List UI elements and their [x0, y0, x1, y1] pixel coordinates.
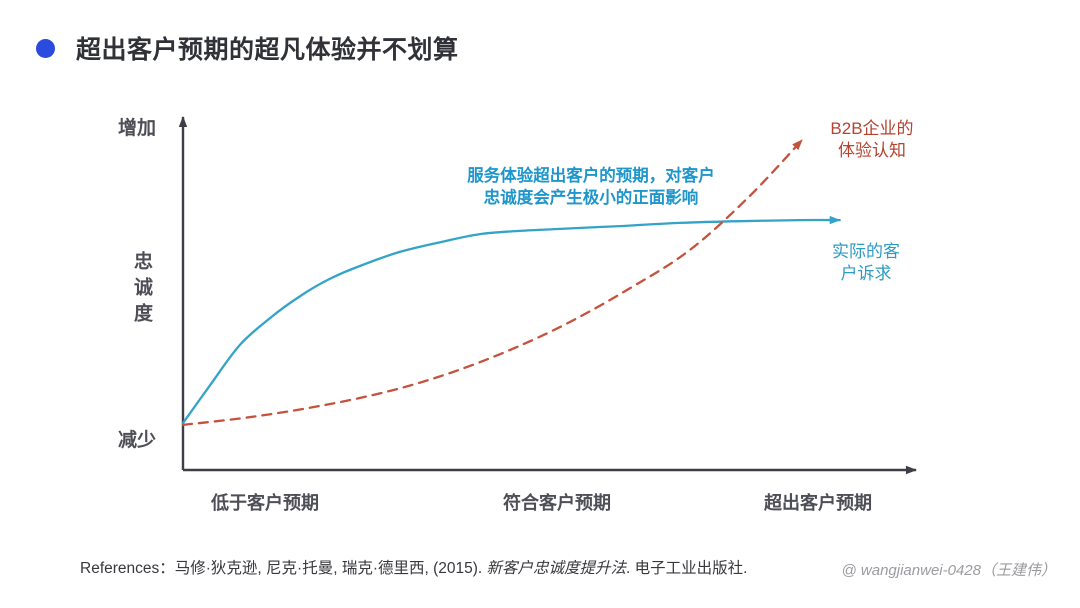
- series-label-actual: 实际的客 户诉求: [832, 242, 900, 284]
- series-line-actual-demand: [181, 215, 841, 425]
- chart-annotation: 服务体验超出客户的预期，对客户 忠诚度会产生极小的正面影响: [467, 167, 715, 207]
- references-text-suffix: . 电子工业出版社.: [626, 560, 748, 577]
- page-title: 超出客户预期的超凡体验并不划算: [76, 36, 459, 64]
- series-label-b2b: B2B企业的 体验认知: [830, 119, 914, 161]
- x-tick-label-meets-expectation: 符合客户预期: [503, 493, 611, 513]
- slide-header: 超出客户预期的超凡体验并不划算: [36, 30, 459, 66]
- references-text-prefix: References：马修·狄克逊, 尼克·托曼, 瑞克·德里西, (2015)…: [80, 560, 487, 577]
- series-line-b2b-perception: [181, 138, 804, 427]
- references: References：马修·狄克逊, 尼克·托曼, 瑞克·德里西, (2015)…: [80, 556, 747, 578]
- bullet-icon: [36, 38, 55, 58]
- y-axis-bottom-label: 减少: [118, 430, 157, 451]
- references-book-title: 新客户忠诚度提升法: [486, 560, 627, 577]
- series-lines-group: [181, 138, 841, 427]
- x-tick-label-exceeds-expectation: 超出客户预期: [764, 493, 872, 513]
- y-axis-top-label: 增加: [118, 118, 157, 139]
- watermark: @ wangjianwei-0428（王建伟）: [841, 562, 1056, 579]
- y-axis-title: 忠诚度: [131, 251, 152, 329]
- x-tick-label-below-expectation: 低于客户预期: [211, 493, 319, 513]
